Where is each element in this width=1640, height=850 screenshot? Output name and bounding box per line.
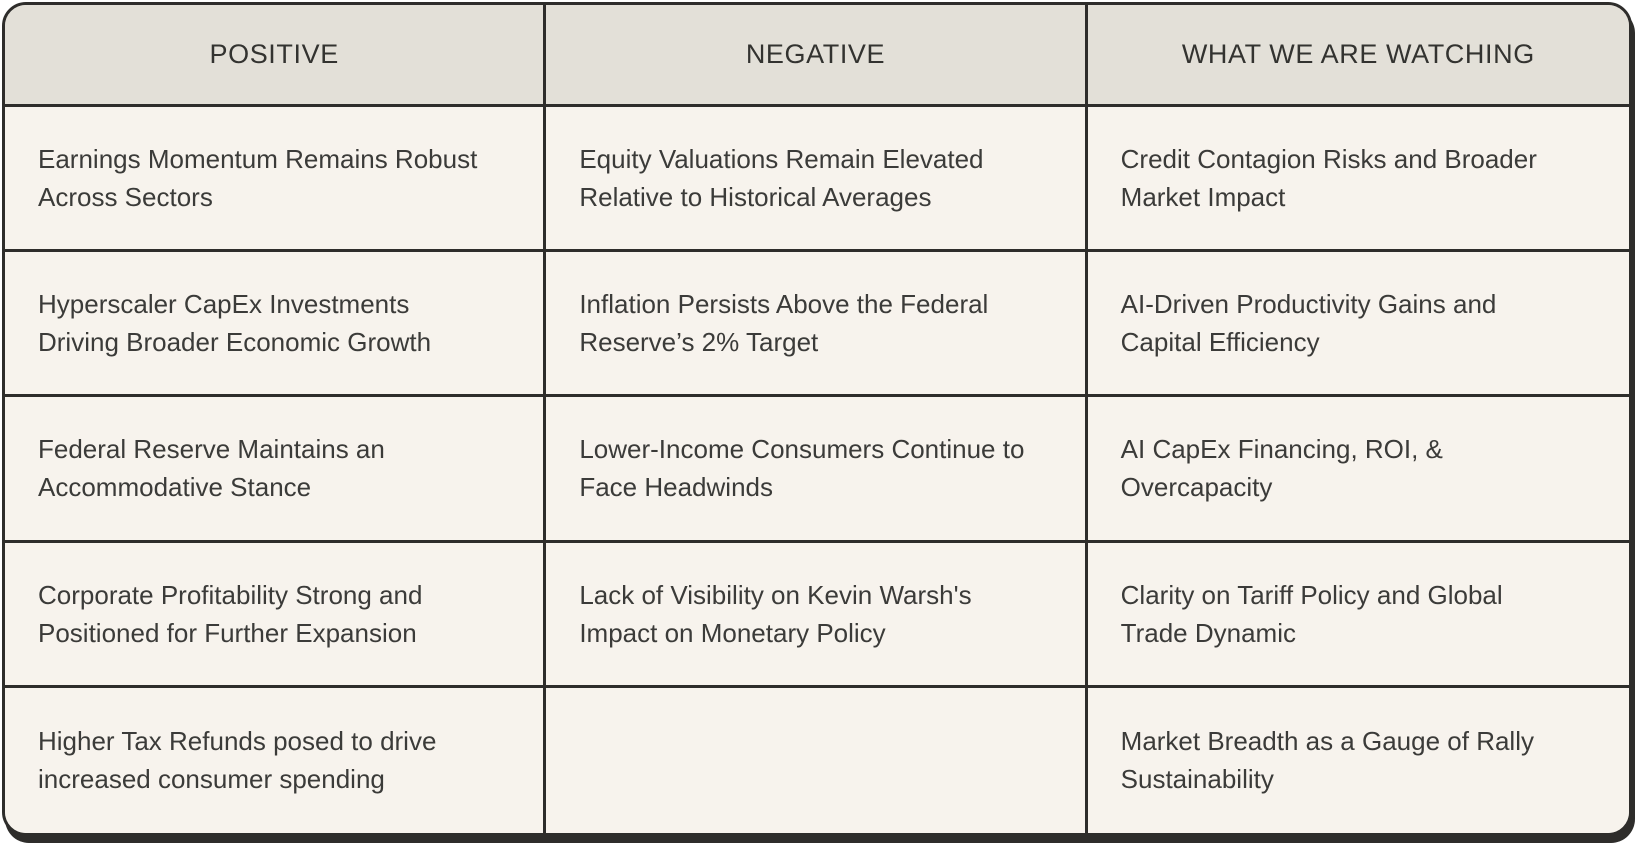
table-cell-negative-5 (546, 687, 1088, 833)
column-header-negative: NEGATIVE (546, 5, 1088, 107)
table-cell-negative-4: Lack of Visibility on Kevin Warsh's Impa… (546, 542, 1088, 688)
table-cell-positive-4: Corporate Profitability Strong and Posit… (5, 542, 547, 688)
column-header-watching: WHAT WE ARE WATCHING (1087, 5, 1629, 107)
table-cell-positive-3: Federal Reserve Maintains an Accommodati… (5, 397, 547, 543)
table-cell-watching-4: Clarity on Tariff Policy and Global Trad… (1087, 542, 1629, 688)
table-cell-watching-2: AI-Driven Productivity Gains and Capital… (1087, 252, 1629, 398)
table-cell-watching-5: Market Breadth as a Gauge of Rally Susta… (1087, 687, 1629, 833)
table-cell-watching-3: AI CapEx Financing, ROI, & Overcapacity (1087, 397, 1629, 543)
column-header-negative-label: NEGATIVE (745, 39, 886, 69)
table-cell-negative-1: Equity Valuations Remain Elevated Relati… (546, 107, 1088, 253)
table-cell-negative-2: Inflation Persists Above the Federal Res… (546, 252, 1088, 398)
table-cell-positive-2: Hyperscaler CapEx Investments Driving Br… (5, 252, 547, 398)
table-cell-positive-5: Higher Tax Refunds posed to drive increa… (5, 687, 547, 833)
table-cell-watching-1: Credit Contagion Risks and Broader Marke… (1087, 107, 1629, 253)
outlook-table-card: POSITIVE NEGATIVE WHAT WE ARE WATCHING E… (2, 2, 1632, 836)
column-header-watching-label: WHAT WE ARE WATCHING (1181, 39, 1535, 69)
table-cell-positive-1: Earnings Momentum Remains Robust Across … (5, 107, 547, 253)
table-cell-negative-3: Lower-Income Consumers Continue to Face … (546, 397, 1088, 543)
column-header-positive-label: POSITIVE (209, 39, 339, 69)
outlook-table: POSITIVE NEGATIVE WHAT WE ARE WATCHING E… (5, 5, 1629, 833)
column-header-positive: POSITIVE (5, 5, 547, 107)
